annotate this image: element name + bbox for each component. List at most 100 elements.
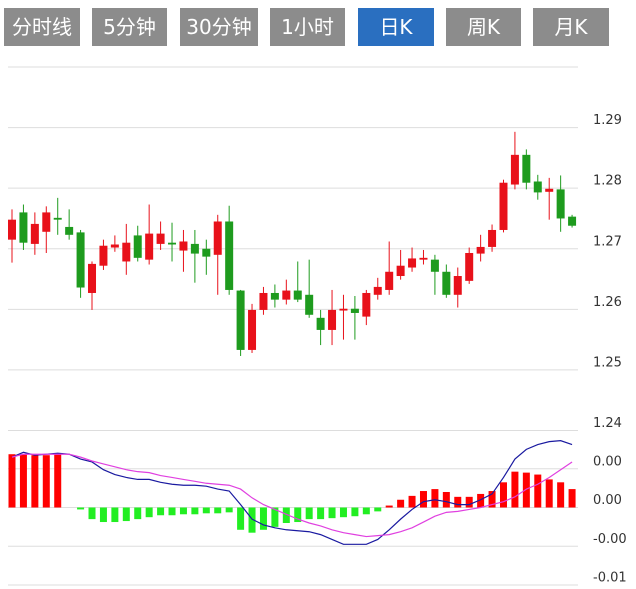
y-tick-label: 1.25 [593,355,622,370]
candle-body [568,216,577,226]
macd-bar [294,507,302,523]
macd-bar [408,495,416,508]
candle-body [110,244,119,248]
period-tabs: 分时线 5分钟 30分钟 1小时 日K 周K 月K [0,8,636,46]
macd-bar [191,507,199,515]
macd-bar [145,507,153,518]
candle-body [408,258,417,268]
macd-bar [419,491,427,508]
macd-bar [77,507,85,510]
candle-body [88,263,97,293]
macd-bar [179,507,187,515]
macd-line [11,440,573,545]
macd-bar [339,507,347,518]
candle-body [19,212,28,243]
macd-bar [99,507,107,523]
macd-bar [42,455,50,508]
period-tab[interactable]: 日K [358,8,434,46]
macd-bar [88,507,96,520]
macd-bar [385,505,393,508]
macd-bar [397,499,405,508]
candle-body [465,252,474,281]
candle-body [316,317,325,330]
candle-body [236,290,245,350]
candle-body [76,232,85,288]
macd-bar [225,507,233,513]
macd-bar [431,489,439,508]
macd-bar [19,454,27,508]
macd-bar [454,496,462,508]
macd-bar [305,507,313,520]
candle-body [362,292,371,317]
macd-line [11,453,573,538]
candle-body [385,271,394,290]
candle-body [522,154,531,183]
y-tick-label: 1.28 [593,174,622,189]
macd-bar [282,507,290,523]
macd-bar [522,472,530,508]
macd-bar [328,507,336,519]
y-tick-label: -0.00 [593,532,627,547]
y-tick-label: 1.26 [593,295,622,310]
period-tab[interactable]: 分时线 [4,8,80,46]
candle-body [145,233,154,260]
candle-body [156,233,165,244]
candle-body [339,308,348,311]
candle-body [99,245,108,266]
candle-body [430,259,439,272]
candle-body [453,276,462,295]
macd-bar [259,507,267,530]
candle-body [510,154,519,185]
macd-bar [557,482,565,508]
macd-bar [157,507,165,516]
macd-bar [214,507,222,514]
period-tab[interactable]: 30分钟 [180,8,258,46]
macd-bar [545,479,553,508]
candle-body [53,217,62,220]
macd-bar [477,493,485,508]
macd-bar [54,454,62,508]
candle-body [533,181,542,193]
y-tick-label: 1.27 [593,234,622,249]
macd-bar [511,471,519,508]
y-tick-label: 1.29 [593,113,622,128]
candle-body [225,221,234,290]
macd-bar [351,507,359,517]
candle-body [270,292,279,300]
macd-bar [362,507,370,515]
period-tab[interactable]: 周K [446,8,521,46]
candle-body [259,292,268,310]
macd-bar [465,496,473,508]
y-tick-label: 0.00 [593,454,622,469]
candle-body [350,308,359,313]
candle-body [179,241,188,251]
macd-bar [374,507,382,512]
period-tab[interactable]: 1小时 [270,8,345,46]
candle-body [65,226,74,235]
candle-body [328,309,337,330]
candle-body [488,229,497,247]
macd-bar [111,507,119,523]
candle-body [556,189,565,219]
candle-body [305,294,314,315]
period-tab[interactable]: 月K [533,8,609,46]
candle-body [248,309,257,350]
macd-bar [534,474,542,508]
candle-body [373,286,382,295]
candle-body [133,235,142,258]
macd-bar [442,492,450,508]
candle-body [42,212,51,232]
macd-bar [488,491,496,508]
candle-body [8,219,16,240]
macd-bar [271,507,279,527]
candle-body [282,290,291,300]
period-tab[interactable]: 5分钟 [92,8,167,46]
macd-bar [168,507,176,516]
candle-body [122,242,131,262]
macd-bar [568,489,576,508]
candle-body [213,221,222,255]
macd-bar [317,507,325,520]
macd-bar [202,507,210,514]
